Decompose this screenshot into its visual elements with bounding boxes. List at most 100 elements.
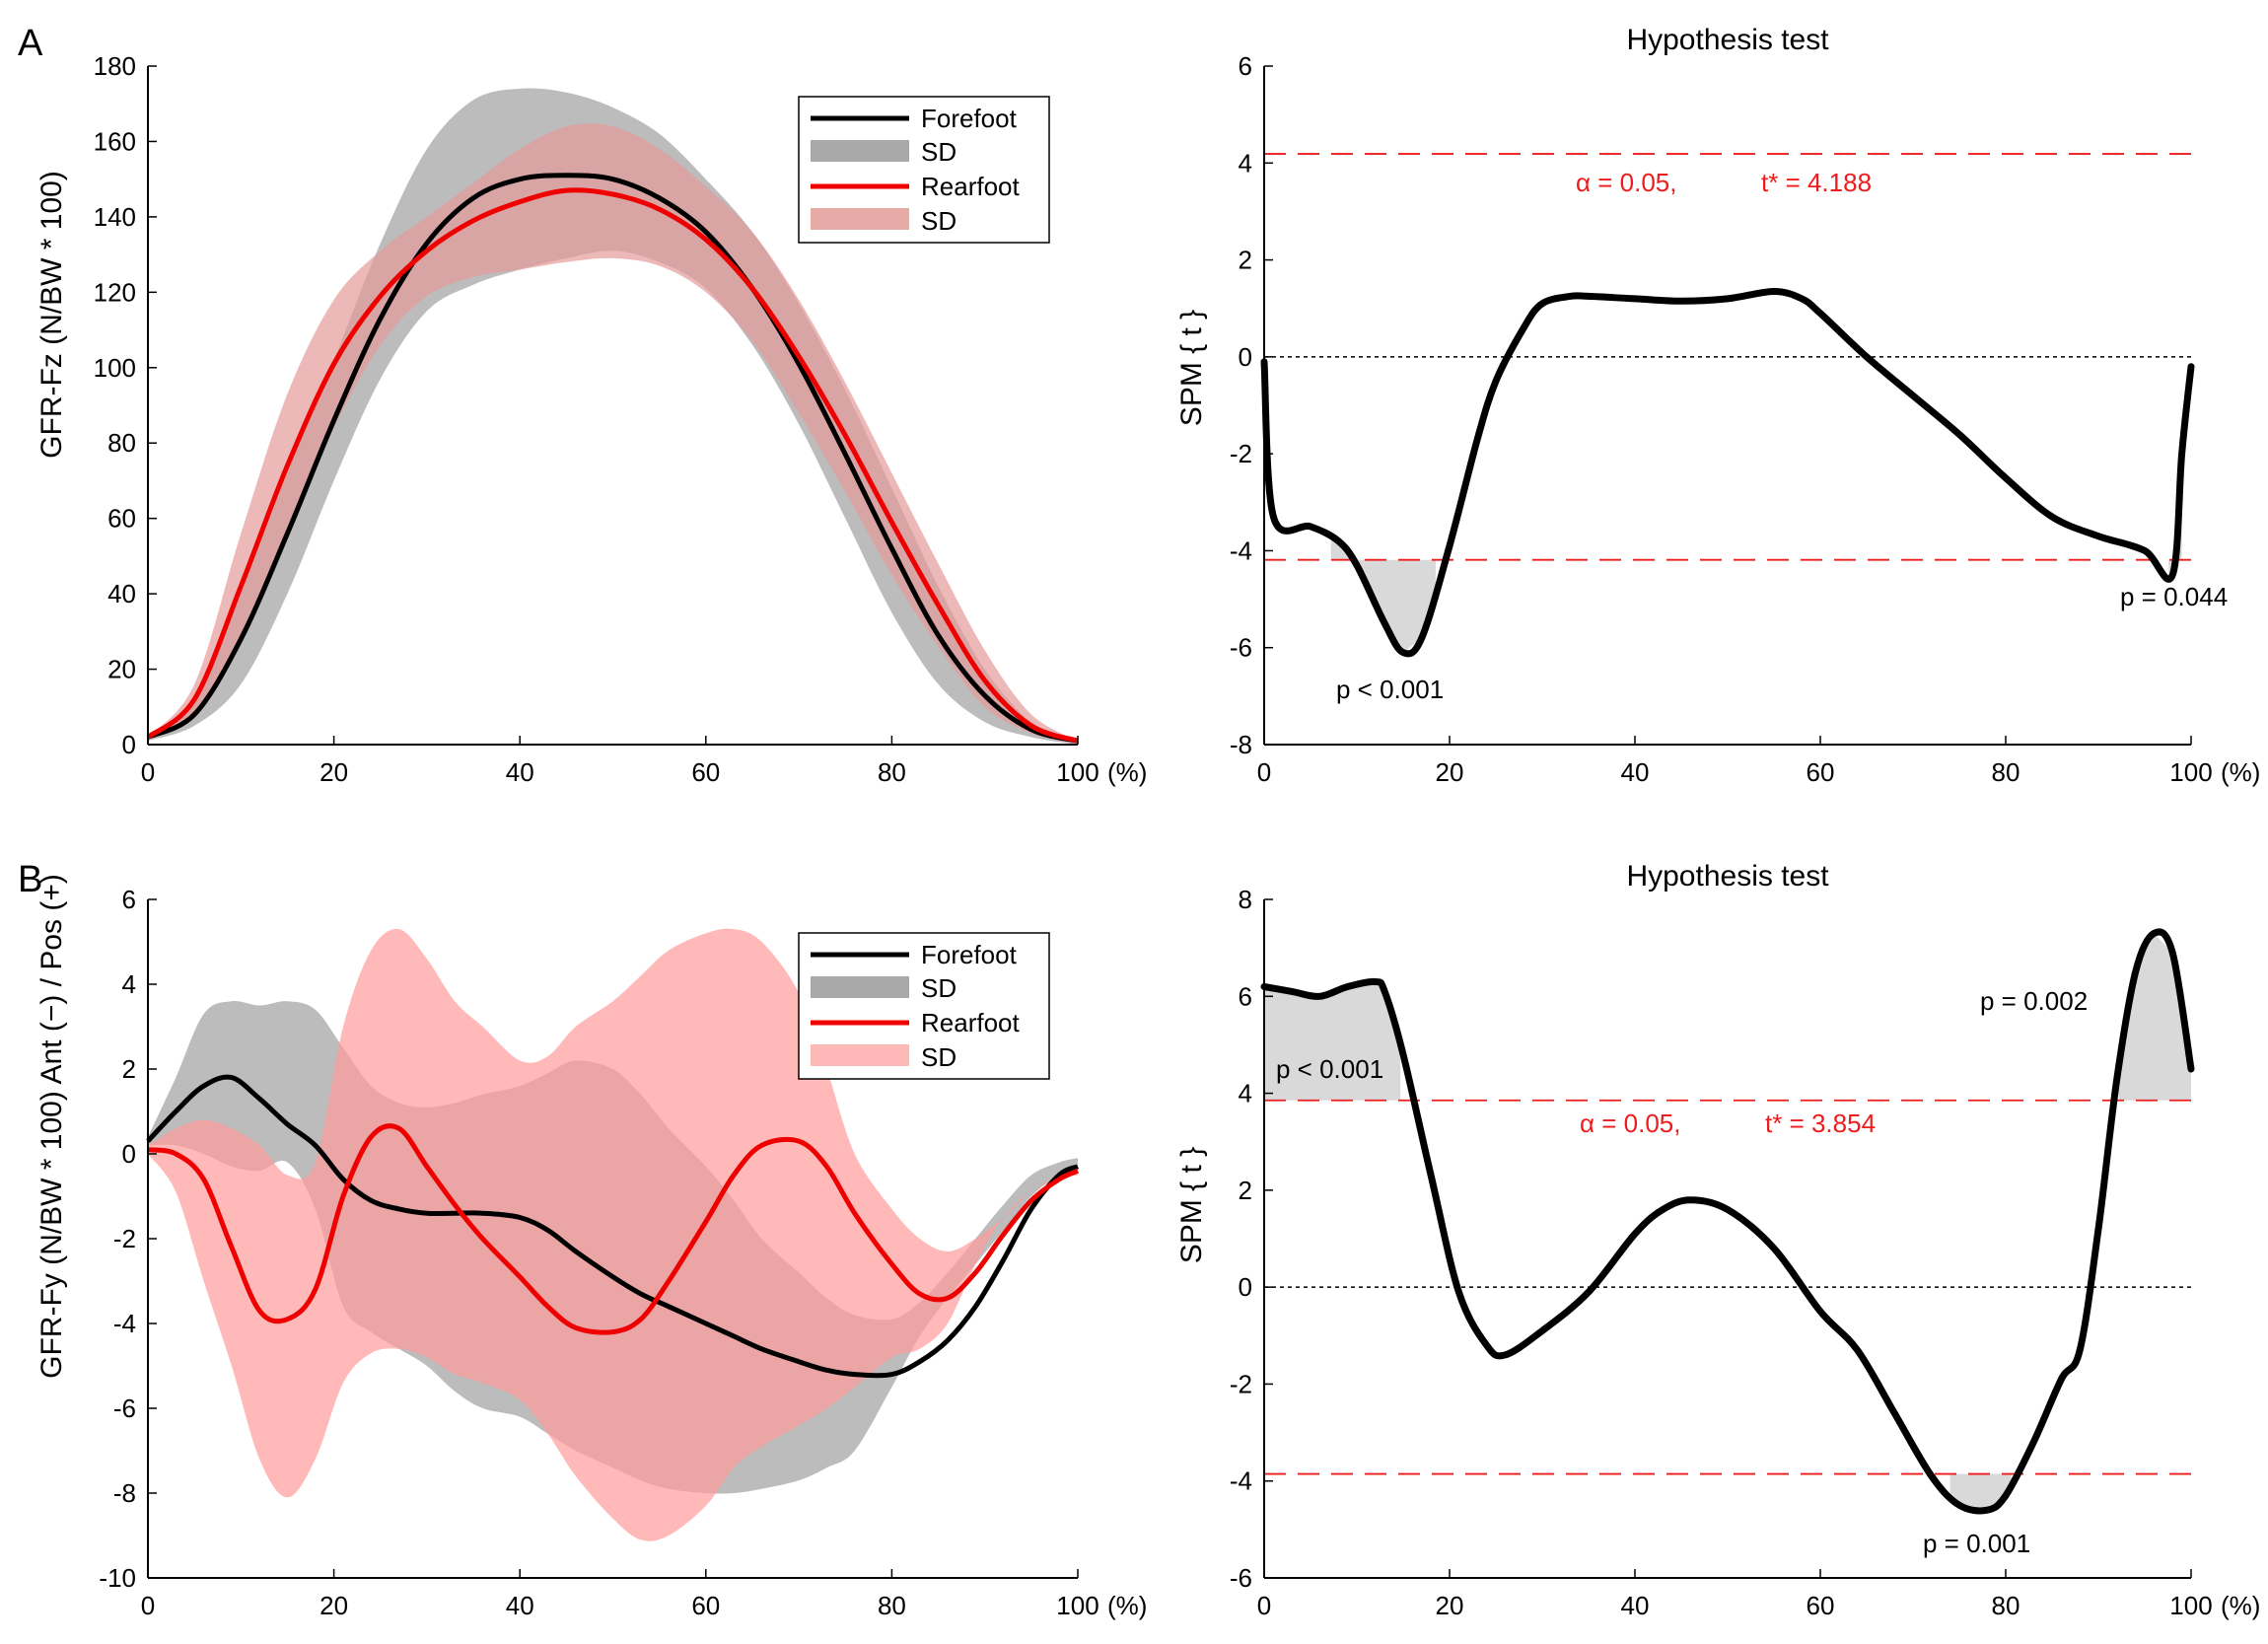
threshold-alpha-label: α = 0.05,	[1580, 1108, 1681, 1138]
x-axis-unit: (%)	[1107, 1591, 1147, 1620]
legend-rearfoot: Rearfoot	[921, 172, 1020, 201]
x-tick-label: 0	[141, 757, 155, 787]
legend-sd-rearfoot-swatch	[811, 1044, 909, 1066]
y-tick-label: 80	[107, 428, 136, 458]
y-tick-label: -6	[1230, 633, 1252, 663]
y-tick-label: 4	[1239, 1079, 1252, 1108]
y-axis-label: SPM { t }	[1175, 1147, 1208, 1263]
x-tick-label: 80	[1992, 1591, 2020, 1620]
y-tick-label: 60	[107, 504, 136, 534]
x-tick-label: 0	[1257, 1591, 1271, 1620]
series-line-rearfoot	[147, 1123, 1080, 1335]
reference-lines	[1264, 1099, 2191, 1475]
axes: 0 20 40 60 80 100 120 140 160 180 0 20 40 60 80 100 (%)	[94, 51, 1148, 787]
x-tick-label: 60	[691, 1591, 720, 1620]
spm-curve	[1260, 288, 2195, 658]
cluster-p-value-2: p = 0.002	[1980, 986, 2088, 1016]
x-tick-label: 40	[1621, 757, 1650, 787]
legend-sd-rearfoot: SD	[921, 206, 957, 236]
reference-lines	[1264, 153, 2191, 561]
y-tick-label: 0	[1239, 1272, 1252, 1302]
x-tick-label: 80	[1992, 757, 2020, 787]
y-tick-label: -4	[113, 1309, 136, 1338]
chart-title: Hypothesis test	[1626, 860, 1829, 893]
y-axis-label: GFR-Fy (N/BW * 100) Ant (−) / Pos (+)	[35, 874, 68, 1379]
y-tick-label: 160	[94, 126, 136, 156]
y-tick-label: 0	[1239, 342, 1252, 372]
y-tick-label: 100	[94, 353, 136, 383]
x-tick-label: 20	[319, 757, 348, 787]
y-tick-label: 6	[122, 885, 136, 914]
spm-curve	[1260, 928, 2195, 1515]
x-tick-label: 40	[506, 757, 534, 787]
y-tick-label: 4	[1239, 148, 1252, 178]
x-tick-label: 100	[1056, 757, 1099, 787]
legend-sd-forefoot: SD	[921, 973, 957, 1003]
x-tick-label: 100	[2169, 757, 2212, 787]
legend-forefoot: Forefoot	[921, 940, 1018, 969]
y-tick-label: -6	[1230, 1563, 1252, 1593]
legend-sd-forefoot-swatch	[811, 976, 909, 998]
series-line-forefoot	[146, 1074, 1080, 1379]
legend-rearfoot: Rearfoot	[921, 1008, 1020, 1037]
y-tick-label: -4	[1230, 1466, 1252, 1496]
x-axis-unit: (%)	[1107, 757, 1147, 787]
cluster-p-value-1: p < 0.001	[1276, 1054, 1383, 1084]
cluster-p-value-1: p < 0.001	[1336, 675, 1444, 704]
y-tick-label: -2	[1230, 1369, 1252, 1398]
cluster-p-value-3: p = 0.001	[1923, 1529, 2030, 1558]
significance-cluster	[1264, 981, 1401, 1101]
legend: Forefoot SD Rearfoot SD	[798, 96, 1050, 244]
y-tick-label: 2	[1239, 246, 1252, 275]
y-tick-label: -8	[1230, 730, 1252, 759]
y-tick-label: 140	[94, 202, 136, 232]
y-tick-label: 0	[122, 730, 136, 759]
spm-t-line	[1260, 928, 2195, 1515]
y-tick-label: 8	[1239, 885, 1252, 914]
legend-sd-rearfoot-swatch	[811, 208, 909, 230]
x-tick-label: 20	[1436, 757, 1464, 787]
y-tick-label: 180	[94, 51, 136, 81]
spm-t-line	[1260, 288, 2195, 658]
x-tick-label: 60	[691, 757, 720, 787]
y-tick-label: 2	[122, 1054, 136, 1084]
y-tick-label: -6	[113, 1394, 136, 1423]
legend-sd-rearfoot: SD	[921, 1042, 957, 1072]
series-line-rearfoot	[146, 187, 1079, 744]
x-tick-label: 0	[1257, 757, 1271, 787]
mean-lines	[146, 1074, 1080, 1379]
significance-clusters	[1330, 454, 2182, 652]
threshold-t-label: t* = 3.854	[1765, 1108, 1876, 1138]
significance-clusters	[1264, 934, 2191, 1511]
legend-sd-forefoot-swatch	[811, 140, 909, 162]
y-axis-label: GFR-Fz (N/BW * 100)	[35, 171, 68, 459]
x-tick-label: 60	[1807, 1591, 1835, 1620]
mean-lines	[146, 173, 1079, 744]
x-tick-label: 20	[319, 1591, 348, 1620]
legend-sd-forefoot: SD	[921, 137, 957, 167]
sd-bands	[148, 88, 1078, 746]
y-tick-label: 40	[107, 579, 136, 608]
y-tick-label: -8	[113, 1478, 136, 1508]
series-line-forefoot	[146, 173, 1079, 744]
x-tick-label: 40	[1621, 1591, 1650, 1620]
x-tick-label: 60	[1807, 757, 1835, 787]
legend: Forefoot SD Rearfoot SD	[798, 932, 1050, 1080]
x-tick-label: 0	[141, 1591, 155, 1620]
x-tick-label: 80	[878, 1591, 906, 1620]
sd-bands	[148, 928, 1078, 1541]
panel-label-b: B	[18, 859, 42, 900]
y-tick-label: 6	[1239, 51, 1252, 81]
y-tick-label: 20	[107, 655, 136, 684]
x-axis-unit: (%)	[2221, 757, 2260, 787]
y-axis-label: SPM { t }	[1175, 310, 1208, 426]
y-tick-label: -10	[99, 1563, 136, 1593]
